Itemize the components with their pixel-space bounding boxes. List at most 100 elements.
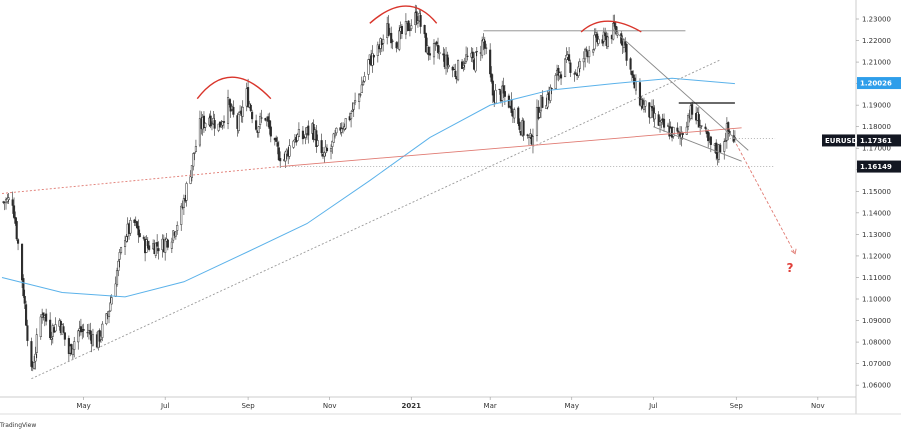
y-tick-label: 1.06000 [862, 382, 891, 390]
candle-body [569, 62, 572, 73]
candle-body [614, 26, 617, 34]
candle-body [148, 245, 151, 250]
candle-body [209, 115, 212, 127]
candle-body [474, 52, 477, 72]
red-support-solid-line [280, 127, 742, 167]
y-tick-label: 1.13000 [862, 231, 891, 239]
candle-body [237, 114, 240, 132]
candle-body [166, 239, 169, 248]
candle-body [164, 239, 167, 253]
candle-body [602, 31, 605, 42]
candle-body [42, 312, 45, 318]
candle-body [21, 243, 24, 281]
candle-body [204, 122, 207, 128]
support-price-tag-box [857, 160, 901, 173]
candle-body [662, 118, 666, 128]
candle-body [481, 40, 484, 56]
candle-body [247, 87, 250, 108]
candle-body [697, 114, 700, 128]
candle-body [657, 114, 660, 126]
candle-body [62, 326, 65, 333]
candle-body [351, 109, 354, 112]
candle-body [549, 87, 552, 101]
candle-body [691, 104, 694, 115]
candle-body [407, 20, 410, 32]
candle-body [146, 240, 149, 247]
candle-body [14, 217, 17, 224]
candle-body [446, 54, 449, 66]
candle-body [535, 106, 539, 136]
candle-body [685, 126, 688, 135]
x-tick-label: Jul [160, 402, 170, 410]
candle-body [320, 140, 323, 154]
candle-body [424, 33, 428, 53]
candle-body [485, 47, 488, 49]
candle-body [118, 252, 121, 260]
candle-body [49, 319, 52, 339]
candle-body [335, 127, 338, 134]
candle-body [304, 133, 307, 138]
candle-body [390, 32, 393, 44]
candle-body [494, 89, 497, 104]
candle-body [221, 121, 224, 126]
y-tick-label: 1.18000 [862, 123, 891, 131]
candle-body [630, 70, 633, 76]
candle-body [666, 124, 670, 127]
candle-body [428, 53, 432, 56]
candle-body [12, 205, 16, 218]
candle-body [119, 247, 123, 253]
candle-body [471, 51, 474, 59]
candle-body [564, 58, 567, 78]
candle-body [354, 100, 357, 103]
candle-body [45, 313, 48, 322]
candle-body [546, 94, 549, 108]
moving-average-line [1, 77, 735, 298]
candle-body [142, 237, 145, 239]
candle-body [23, 295, 26, 304]
candle-body [284, 151, 287, 162]
candle-body [596, 33, 599, 43]
candle-body [597, 38, 600, 44]
x-tick-label: Mar [484, 402, 497, 410]
candle-body [228, 99, 231, 105]
candle-body [358, 93, 361, 102]
candle-body [558, 72, 561, 77]
candle-body [604, 32, 607, 37]
candle-body [715, 142, 718, 154]
candle-body [503, 91, 506, 97]
candle-body [170, 241, 173, 249]
candle-body [241, 106, 244, 117]
candle-body [625, 44, 628, 61]
candle-body [391, 40, 394, 42]
candle-body [107, 310, 111, 317]
candle-body [82, 328, 85, 331]
candle-body [634, 81, 638, 91]
candle-body [363, 76, 366, 82]
symbol-tag-label: EURUSD [825, 137, 858, 145]
candle-body [522, 120, 525, 136]
candle-body [490, 73, 493, 82]
candle-body [352, 102, 355, 110]
candle-body [709, 136, 712, 145]
candle-body [350, 113, 353, 120]
last-price-tag-value: 1.17361 [860, 137, 892, 145]
y-tick-label: 1.21000 [862, 59, 891, 67]
candles-layer [2, 4, 736, 372]
candle-body [249, 104, 252, 111]
candle-body [677, 131, 680, 133]
y-tick-label: 1.10000 [862, 296, 891, 304]
candle-body [129, 220, 132, 234]
y-tick-label: 1.17000 [862, 145, 891, 153]
candle-body [257, 126, 260, 133]
candle-body [442, 53, 445, 56]
candle-body [592, 49, 595, 53]
candle-body [491, 80, 494, 96]
candle-body [7, 197, 10, 201]
candle-body [582, 58, 585, 63]
candle-body [475, 51, 478, 53]
candle-body [641, 99, 644, 109]
candle-body [329, 148, 333, 152]
candle-body [447, 64, 450, 68]
candle-body [279, 158, 282, 162]
